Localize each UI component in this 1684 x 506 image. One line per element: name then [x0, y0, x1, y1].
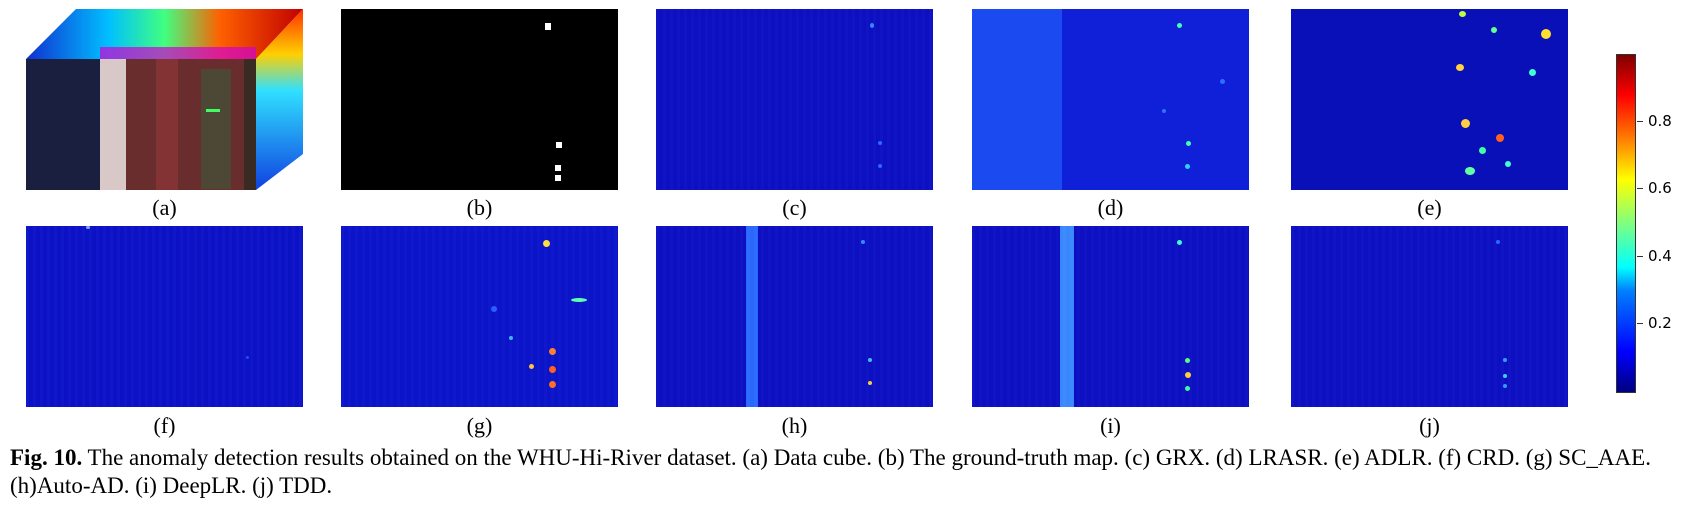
data-cube-illustration	[26, 9, 303, 190]
panel-label-c: (c)	[782, 195, 807, 220]
panel-j-tdd	[1291, 226, 1568, 407]
detection-spot	[1496, 240, 1500, 244]
panel-a-data-cube	[26, 9, 303, 190]
panel-label-g: (g)	[466, 413, 493, 438]
bright-band	[972, 9, 1062, 190]
colorbar-tick	[1637, 188, 1643, 189]
detection-spot	[1503, 384, 1507, 388]
detection-spot	[1459, 11, 1466, 17]
detection-spot	[1505, 161, 1511, 167]
detection-spot	[878, 141, 882, 145]
detection-spot	[491, 306, 497, 312]
panel-i-deeplr	[972, 226, 1249, 407]
detection-spot	[1185, 386, 1190, 391]
detection-spot	[1177, 240, 1182, 245]
detection-spot	[870, 23, 874, 28]
detection-spot	[1162, 109, 1166, 113]
detection-spot	[1185, 372, 1191, 378]
colorbar-tick	[1637, 323, 1643, 324]
panel-label-j: (j)	[1419, 413, 1440, 438]
colorbar-tick-label: 0.4	[1648, 247, 1672, 265]
detection-spot	[246, 356, 249, 359]
detection-spot	[543, 240, 550, 247]
panel-label-i: (i)	[1100, 413, 1121, 438]
figure-caption: Fig. 10. The anomaly detection results o…	[10, 444, 1680, 500]
anomaly-target	[545, 23, 551, 30]
detection-spot	[509, 336, 513, 340]
detection-spot	[529, 364, 534, 369]
detection-spot	[549, 381, 556, 388]
detection-spot	[1461, 119, 1470, 128]
colorbar	[1616, 54, 1636, 393]
detection-spot	[1185, 164, 1190, 169]
anomaly-target	[555, 165, 561, 171]
detection-spot	[1220, 79, 1225, 84]
panel-c-grx	[656, 9, 933, 190]
panel-h-auto-ad	[656, 226, 933, 407]
detection-spot	[1456, 64, 1464, 71]
detection-spot	[1479, 147, 1486, 154]
panel-e-adlr	[1291, 9, 1568, 190]
anomaly-target	[555, 175, 561, 181]
panel-label-d: (d)	[1097, 195, 1124, 220]
detection-spot	[549, 348, 556, 355]
detection-spot	[1541, 29, 1551, 39]
detection-spot	[861, 240, 865, 244]
colorbar-tick-label: 0.2	[1648, 314, 1672, 332]
colorbar-tick	[1637, 121, 1643, 122]
panel-label-a: (a)	[152, 195, 177, 220]
bright-band	[1060, 226, 1074, 407]
colorbar-tick-label: 0.6	[1648, 179, 1672, 197]
colorbar-tick-label: 0.8	[1648, 112, 1672, 130]
detection-spot	[1503, 374, 1507, 378]
detection-spot	[1186, 141, 1191, 146]
detection-spot	[1177, 23, 1182, 28]
detection-spot	[868, 381, 872, 385]
anomaly-target	[556, 142, 562, 148]
caption-text: The anomaly detection results obtained o…	[10, 445, 1651, 498]
detection-spot	[878, 164, 882, 168]
detection-spot	[571, 298, 587, 302]
detection-spot	[1529, 69, 1536, 76]
detection-spot	[1465, 167, 1475, 175]
detection-spot	[868, 358, 872, 362]
colorbar-tick	[1637, 256, 1643, 257]
bright-band	[746, 226, 758, 407]
panel-label-f: (f)	[153, 413, 176, 438]
panel-b-ground-truth	[341, 9, 618, 190]
panel-label-e: (e)	[1417, 195, 1442, 220]
panel-d-lrasr	[972, 9, 1249, 190]
panel-label-h: (h)	[781, 413, 808, 438]
detection-spot	[1491, 27, 1497, 33]
detection-spot	[549, 366, 556, 373]
panel-g-sc-aae	[341, 226, 618, 407]
figure-label: Fig. 10.	[10, 445, 83, 470]
detection-spot	[1496, 134, 1504, 142]
detection-spot	[86, 226, 90, 229]
detection-spot	[1185, 358, 1190, 363]
panel-label-b: (b)	[466, 195, 493, 220]
panel-f-crd	[26, 226, 303, 407]
detection-spot	[1503, 358, 1507, 362]
